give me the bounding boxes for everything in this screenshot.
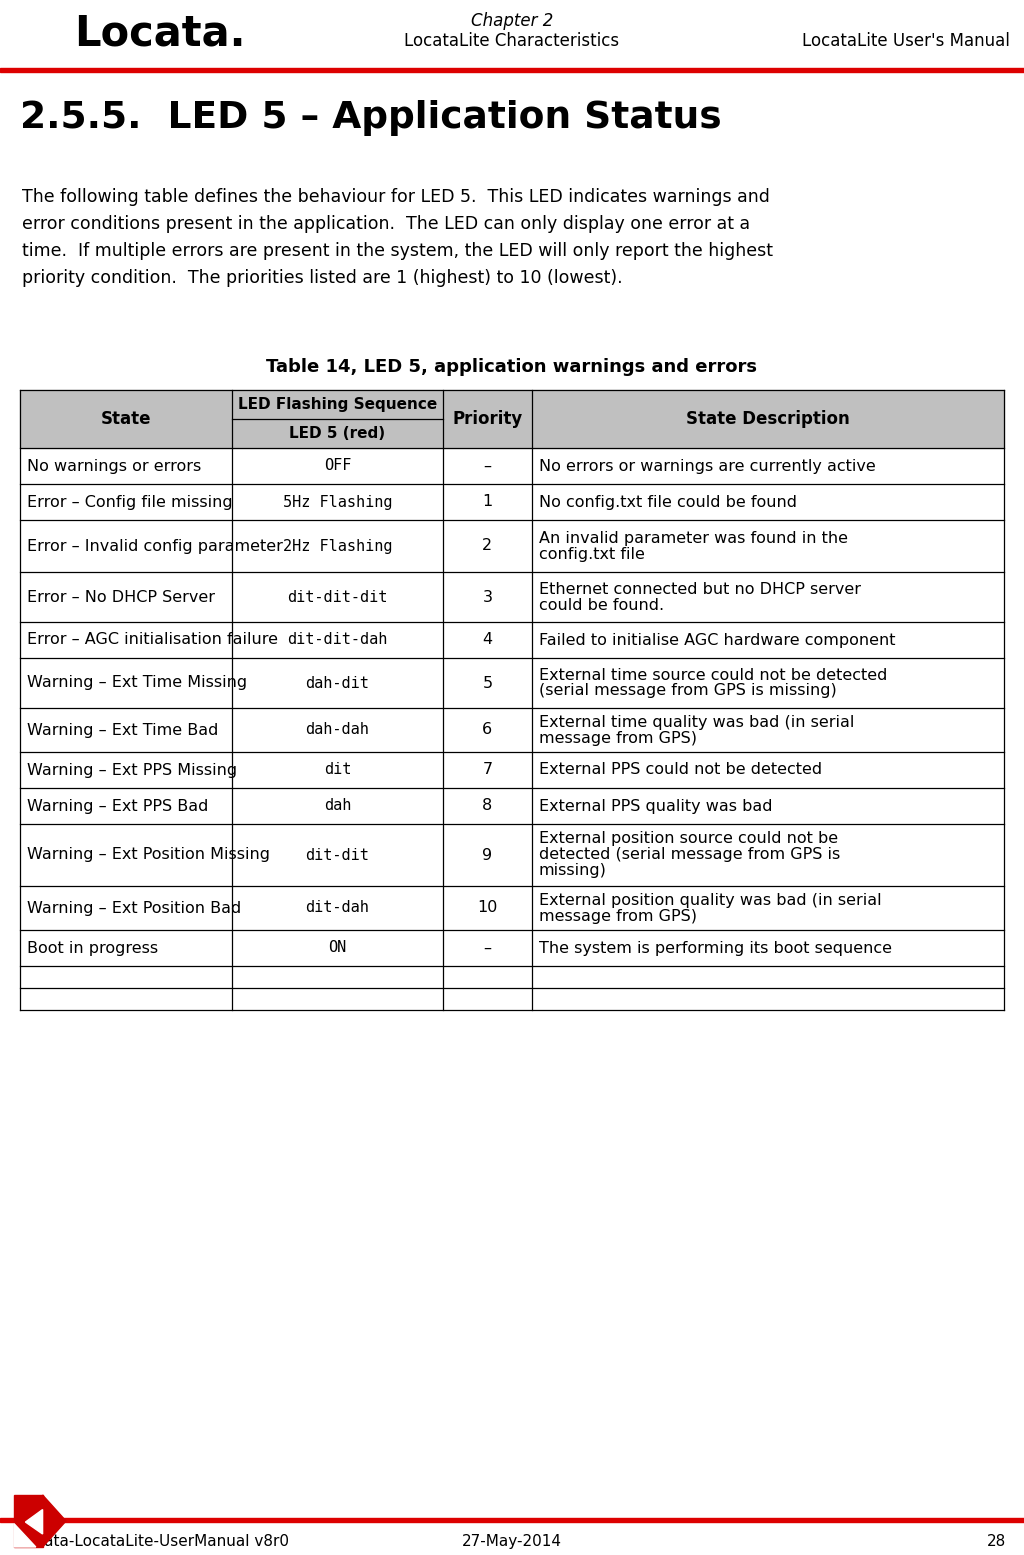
- Text: An invalid parameter was found in the: An invalid parameter was found in the: [539, 530, 848, 546]
- Bar: [20, 753, 1004, 788]
- Bar: [0, 68, 1024, 72]
- Bar: [0, 1518, 1024, 1522]
- Text: External time quality was bad (in serial: External time quality was bad (in serial: [539, 714, 854, 729]
- Text: 27-May-2014: 27-May-2014: [462, 1533, 562, 1549]
- Polygon shape: [26, 1510, 43, 1533]
- Text: Warning – Ext Position Missing: Warning – Ext Position Missing: [27, 847, 270, 863]
- Text: dit-dit-dit: dit-dit-dit: [287, 589, 387, 605]
- Bar: [20, 448, 1004, 484]
- Bar: [20, 886, 1004, 930]
- Text: Locata-LocataLite-UserManual v8r0: Locata-LocataLite-UserManual v8r0: [18, 1533, 289, 1549]
- Text: priority condition.  The priorities listed are 1 (highest) to 10 (lowest).: priority condition. The priorities liste…: [22, 269, 623, 288]
- Text: dit-dit: dit-dit: [305, 847, 370, 863]
- Text: No config.txt file could be found: No config.txt file could be found: [539, 494, 797, 510]
- Text: Boot in progress: Boot in progress: [27, 941, 158, 955]
- Text: Warning – Ext Time Missing: Warning – Ext Time Missing: [27, 675, 247, 690]
- Text: 1: 1: [482, 494, 493, 510]
- Text: Warning – Ext PPS Bad: Warning – Ext PPS Bad: [27, 799, 208, 813]
- Text: 7: 7: [482, 762, 493, 778]
- Text: Ethernet connected but no DHCP server: Ethernet connected but no DHCP server: [539, 582, 861, 597]
- Text: State: State: [100, 411, 151, 428]
- Text: LED Flashing Sequence: LED Flashing Sequence: [238, 397, 437, 412]
- Text: Priority: Priority: [453, 411, 522, 428]
- Text: Error – AGC initialisation failure: Error – AGC initialisation failure: [27, 633, 278, 647]
- Text: 3: 3: [482, 589, 493, 605]
- Text: 4: 4: [482, 633, 493, 647]
- Text: The system is performing its boot sequence: The system is performing its boot sequen…: [539, 941, 892, 955]
- Bar: [20, 484, 1004, 519]
- Text: error conditions present in the application.  The LED can only display one error: error conditions present in the applicat…: [22, 215, 751, 233]
- Text: message from GPS): message from GPS): [539, 731, 696, 745]
- Text: LED 5 (red): LED 5 (red): [289, 426, 385, 442]
- Text: time.  If multiple errors are present in the system, the LED will only report th: time. If multiple errors are present in …: [22, 243, 773, 260]
- Bar: [20, 824, 1004, 886]
- Bar: [20, 930, 1004, 966]
- Text: Locata.: Locata.: [74, 12, 246, 54]
- Text: dah-dah: dah-dah: [305, 723, 370, 737]
- Text: OFF: OFF: [324, 459, 351, 474]
- Bar: [20, 966, 1004, 987]
- Text: Failed to initialise AGC hardware component: Failed to initialise AGC hardware compon…: [539, 633, 895, 647]
- Text: External position quality was bad (in serial: External position quality was bad (in se…: [539, 893, 882, 908]
- Text: message from GPS): message from GPS): [539, 908, 696, 924]
- Polygon shape: [43, 1494, 66, 1547]
- Text: missing): missing): [539, 863, 606, 879]
- Text: dit-dit-dah: dit-dit-dah: [287, 633, 387, 647]
- Text: 9: 9: [482, 847, 493, 863]
- Text: –: –: [483, 941, 492, 955]
- Polygon shape: [14, 1494, 43, 1547]
- Text: detected (serial message from GPS is: detected (serial message from GPS is: [539, 847, 840, 863]
- Text: LocataLite User's Manual: LocataLite User's Manual: [802, 33, 1010, 50]
- Bar: [20, 788, 1004, 824]
- Text: dah-dit: dah-dit: [305, 675, 370, 690]
- Bar: [20, 390, 1004, 448]
- Text: 2Hz Flashing: 2Hz Flashing: [283, 538, 392, 554]
- Text: External PPS could not be detected: External PPS could not be detected: [539, 762, 822, 778]
- Text: Table 14, LED 5, application warnings and errors: Table 14, LED 5, application warnings an…: [266, 358, 758, 376]
- Text: Error – Invalid config parameter: Error – Invalid config parameter: [27, 538, 283, 554]
- Text: 5: 5: [482, 675, 493, 690]
- Text: 2: 2: [482, 538, 493, 554]
- Text: Chapter 2: Chapter 2: [471, 12, 553, 30]
- Text: 10: 10: [477, 900, 498, 916]
- Text: Warning – Ext PPS Missing: Warning – Ext PPS Missing: [27, 762, 238, 778]
- Text: Warning – Ext Position Bad: Warning – Ext Position Bad: [27, 900, 242, 916]
- Text: Error – No DHCP Server: Error – No DHCP Server: [27, 589, 215, 605]
- Text: could be found.: could be found.: [539, 597, 664, 613]
- Text: 6: 6: [482, 723, 493, 737]
- Text: config.txt file: config.txt file: [539, 546, 644, 561]
- Text: State Description: State Description: [686, 411, 850, 428]
- Text: dit-dah: dit-dah: [305, 900, 370, 916]
- Text: No warnings or errors: No warnings or errors: [27, 459, 202, 474]
- Text: External position source could not be: External position source could not be: [539, 832, 838, 846]
- Text: External PPS quality was bad: External PPS quality was bad: [539, 799, 772, 813]
- Bar: [20, 572, 1004, 622]
- Text: ON: ON: [329, 941, 346, 955]
- Text: The following table defines the behaviour for LED 5.  This LED indicates warning: The following table defines the behaviou…: [22, 188, 770, 205]
- Text: 8: 8: [482, 799, 493, 813]
- Text: dit: dit: [324, 762, 351, 778]
- Text: Warning – Ext Time Bad: Warning – Ext Time Bad: [27, 723, 218, 737]
- Bar: [20, 622, 1004, 658]
- Bar: [20, 987, 1004, 1011]
- Text: LocataLite Characteristics: LocataLite Characteristics: [404, 33, 620, 50]
- Polygon shape: [14, 1524, 36, 1547]
- Bar: [20, 519, 1004, 572]
- Text: External time source could not be detected: External time source could not be detect…: [539, 667, 887, 683]
- Text: 5Hz Flashing: 5Hz Flashing: [283, 494, 392, 510]
- Text: dah: dah: [324, 799, 351, 813]
- Text: 28: 28: [987, 1533, 1006, 1549]
- Text: No errors or warnings are currently active: No errors or warnings are currently acti…: [539, 459, 876, 474]
- Bar: [20, 658, 1004, 708]
- Text: Error – Config file missing: Error – Config file missing: [27, 494, 232, 510]
- Text: –: –: [483, 459, 492, 474]
- Bar: [20, 708, 1004, 753]
- Text: (serial message from GPS is missing): (serial message from GPS is missing): [539, 684, 837, 698]
- Text: 2.5.5.  LED 5 – Application Status: 2.5.5. LED 5 – Application Status: [20, 100, 722, 135]
